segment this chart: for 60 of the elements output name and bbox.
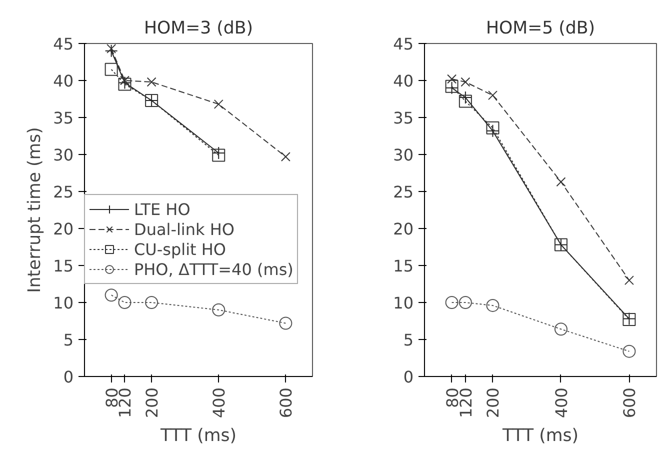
point: [622, 344, 636, 358]
point: [212, 303, 226, 316]
point: [104, 288, 118, 302]
point: [624, 276, 634, 286]
x-tick-label: 400: [210, 387, 229, 418]
x-tick-label: 400: [552, 387, 571, 418]
chart-title: HOM=5 (dB): [486, 18, 596, 38]
legend-label: LTE HO: [134, 200, 190, 218]
x-axis-title: TTT (ms): [159, 426, 237, 446]
y-tick-label: 15: [393, 256, 414, 276]
y-tick-label: 35: [53, 108, 74, 128]
y-tick-label: 35: [393, 108, 414, 128]
point: [214, 99, 224, 109]
legend-label: Dual-link HO: [134, 220, 234, 238]
point: [104, 62, 118, 76]
point: [118, 296, 132, 309]
point: [447, 74, 457, 84]
point: [460, 77, 470, 87]
x-axis-title: TTT (ms): [501, 426, 579, 446]
y-tick-label: 30: [393, 146, 414, 164]
y-tick-label: 45: [53, 34, 74, 54]
point: [458, 91, 472, 104]
y-tick-label: 0: [403, 368, 414, 386]
x-tick-label: 200: [142, 387, 162, 418]
point: [556, 177, 566, 187]
point: [486, 298, 500, 312]
y-tick-label: 20: [53, 220, 74, 238]
y-tick-label: 30: [53, 146, 74, 164]
y-tick-label: 5: [63, 330, 74, 350]
point: [458, 94, 472, 108]
point: [486, 121, 500, 134]
point: [458, 296, 472, 309]
y-tick-label: 15: [53, 256, 74, 276]
point: [279, 316, 292, 330]
x-tick-label: 200: [484, 387, 503, 418]
point: [486, 124, 500, 138]
y-tick-label: 10: [393, 294, 414, 312]
y-tick-label: 40: [393, 72, 414, 90]
point: [488, 90, 498, 100]
point: [554, 322, 568, 336]
x-tick-label: 600: [620, 387, 640, 418]
point: [146, 77, 156, 87]
point: [445, 296, 458, 309]
y-tick-label: 10: [53, 294, 74, 312]
y-axis-title: Interrupt time (ms): [25, 127, 46, 293]
point: [145, 296, 158, 309]
point: [280, 152, 290, 162]
chart-title: HOM=3 (dB): [144, 18, 254, 38]
y-tick-label: 45: [393, 34, 414, 54]
x-tick-label: 600: [276, 387, 296, 418]
point: [106, 44, 116, 54]
legend-label: CU-split HO: [134, 240, 226, 258]
y-tick-label: 5: [403, 330, 414, 350]
y-tick-label: 0: [63, 368, 74, 386]
y-tick-label: 25: [393, 182, 414, 202]
y-tick-label: 20: [393, 220, 414, 238]
y-tick-label: 25: [53, 182, 74, 202]
legend-label: PHO, ΔTTT=40 (ms): [134, 260, 294, 278]
y-tick-label: 40: [53, 72, 74, 90]
point: [104, 44, 118, 58]
